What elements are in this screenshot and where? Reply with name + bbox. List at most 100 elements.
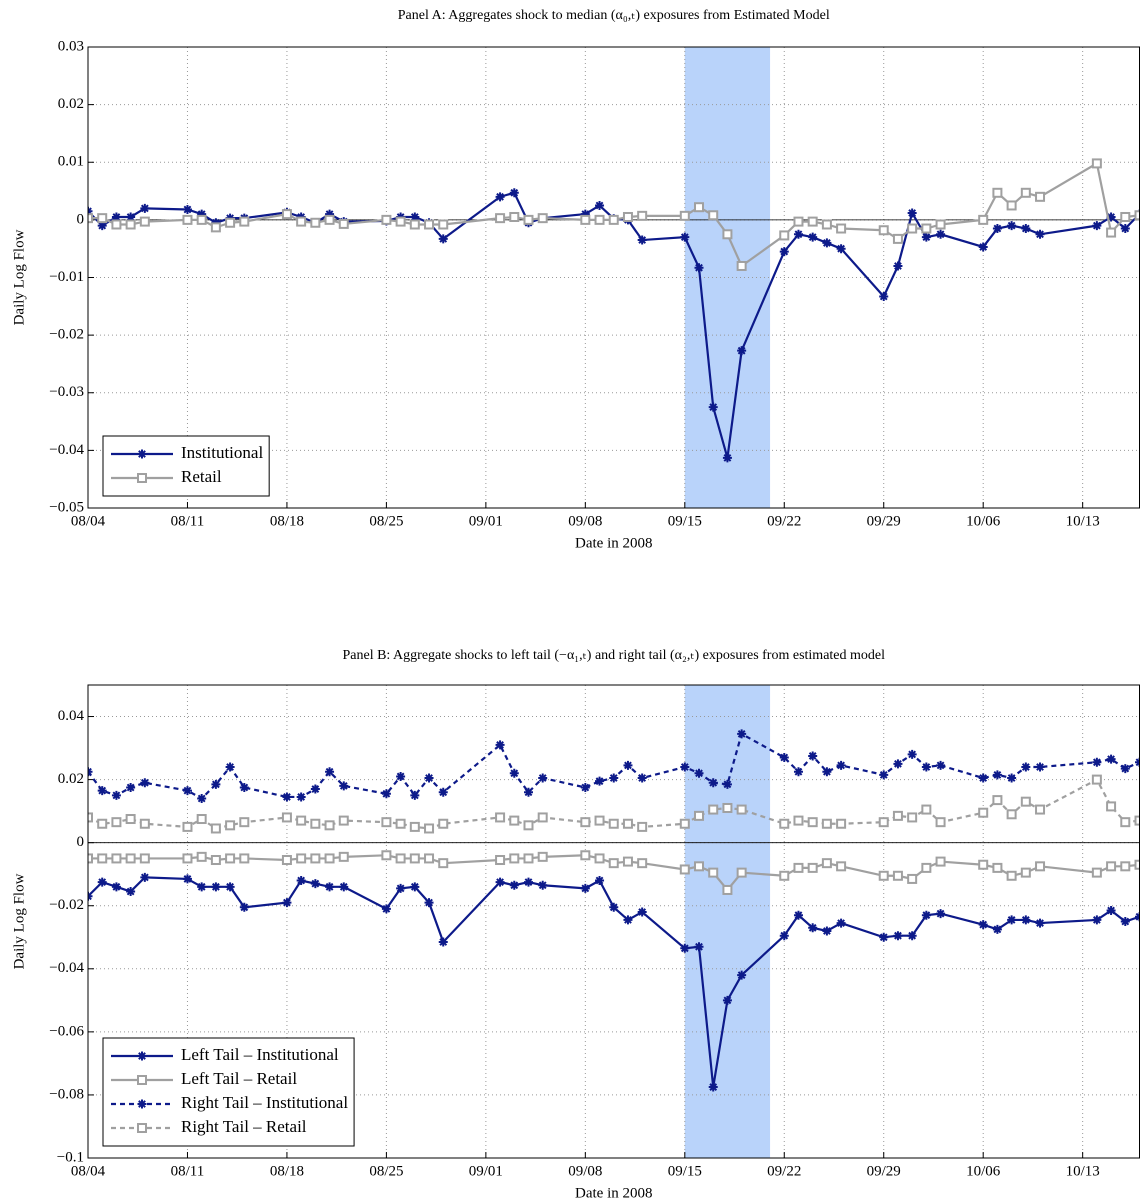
star-marker bbox=[410, 882, 420, 892]
square-marker bbox=[694, 810, 705, 821]
square-marker bbox=[395, 216, 406, 227]
square-marker bbox=[395, 853, 406, 864]
square-marker bbox=[1035, 191, 1046, 202]
square-marker bbox=[793, 216, 804, 227]
star-marker bbox=[1007, 221, 1017, 231]
star-marker bbox=[182, 205, 192, 215]
star-marker bbox=[538, 773, 548, 783]
star-marker bbox=[111, 882, 121, 892]
star-marker bbox=[126, 212, 136, 222]
square-marker bbox=[97, 853, 108, 864]
square-marker bbox=[1120, 211, 1131, 222]
star-marker bbox=[978, 242, 988, 252]
square-marker bbox=[1091, 774, 1102, 785]
series-line bbox=[88, 191, 1140, 459]
star-marker bbox=[1120, 917, 1130, 926]
square-marker bbox=[88, 213, 93, 224]
square-marker bbox=[239, 853, 250, 864]
star-marker bbox=[1092, 221, 1102, 231]
star-marker bbox=[793, 229, 803, 239]
square-marker bbox=[821, 818, 832, 829]
y-tick-label: 0.02 bbox=[58, 771, 84, 787]
star-marker bbox=[137, 1051, 147, 1061]
square-marker bbox=[296, 815, 307, 826]
star-marker bbox=[424, 898, 434, 908]
square-marker bbox=[281, 812, 292, 823]
star-marker bbox=[310, 879, 320, 889]
square-marker bbox=[807, 216, 818, 227]
x-tick-label: 10/13 bbox=[1066, 1163, 1100, 1179]
square-marker bbox=[779, 818, 790, 829]
square-marker bbox=[622, 856, 633, 867]
star-marker bbox=[523, 877, 533, 887]
star-marker bbox=[779, 931, 789, 941]
star-marker bbox=[1007, 915, 1017, 925]
star-marker bbox=[879, 292, 889, 302]
star-marker bbox=[296, 876, 306, 886]
star-marker bbox=[609, 773, 619, 783]
square-marker bbox=[722, 229, 733, 240]
star-marker bbox=[893, 261, 903, 271]
y-tick-label: −0.04 bbox=[49, 442, 84, 458]
square-marker bbox=[836, 818, 847, 829]
square-marker bbox=[139, 216, 150, 227]
star-marker bbox=[1106, 212, 1116, 222]
square-marker bbox=[424, 823, 435, 834]
star-marker bbox=[438, 787, 448, 797]
square-marker bbox=[694, 202, 705, 213]
square-marker bbox=[722, 802, 733, 813]
square-marker bbox=[608, 818, 619, 829]
square-marker bbox=[779, 870, 790, 881]
square-marker bbox=[807, 817, 818, 828]
star-marker bbox=[808, 923, 818, 933]
x-tick-label: 09/01 bbox=[469, 1163, 503, 1179]
star-marker bbox=[737, 970, 747, 980]
square-marker bbox=[381, 850, 392, 861]
square-marker bbox=[708, 867, 719, 878]
star-marker bbox=[1021, 224, 1031, 234]
star-marker bbox=[737, 346, 747, 356]
star-marker bbox=[936, 909, 946, 919]
square-marker bbox=[196, 214, 207, 225]
y-tick-label: 0.01 bbox=[58, 154, 84, 170]
square-marker bbox=[978, 859, 989, 870]
square-marker bbox=[793, 815, 804, 826]
square-marker bbox=[495, 213, 506, 224]
star-marker bbox=[580, 782, 590, 792]
x-tick-label: 09/08 bbox=[568, 1163, 602, 1179]
star-marker bbox=[97, 221, 107, 231]
star-marker bbox=[992, 924, 1002, 934]
square-marker bbox=[239, 817, 250, 828]
chart-title: Panel B: Aggregate shocks to left tail (… bbox=[342, 648, 885, 663]
square-marker bbox=[409, 821, 420, 832]
star-marker bbox=[137, 449, 147, 459]
star-marker bbox=[907, 749, 917, 759]
square-marker bbox=[210, 855, 221, 866]
star-marker bbox=[1035, 762, 1045, 772]
square-marker bbox=[1106, 861, 1117, 872]
square-marker bbox=[1091, 158, 1102, 169]
y-tick-label: 0 bbox=[77, 834, 85, 850]
star-marker bbox=[694, 768, 704, 778]
square-marker bbox=[281, 209, 292, 220]
x-tick-label: 09/15 bbox=[668, 513, 702, 529]
square-marker bbox=[1006, 809, 1017, 820]
square-marker bbox=[836, 861, 847, 872]
square-marker bbox=[1035, 804, 1046, 815]
square-marker bbox=[708, 210, 719, 221]
square-marker bbox=[125, 814, 136, 825]
star-marker bbox=[779, 247, 789, 257]
star-marker bbox=[722, 453, 732, 463]
star-marker bbox=[325, 882, 335, 892]
square-marker bbox=[921, 862, 932, 873]
square-marker bbox=[807, 862, 818, 873]
square-marker bbox=[679, 864, 690, 875]
x-tick-label: 09/29 bbox=[867, 513, 901, 529]
square-marker bbox=[608, 214, 619, 225]
square-marker bbox=[679, 210, 690, 221]
x-tick-label: 08/04 bbox=[71, 513, 106, 529]
square-marker bbox=[878, 817, 889, 828]
star-marker bbox=[381, 789, 391, 799]
legend-label: Left Tail – Institutional bbox=[181, 1045, 339, 1064]
star-marker bbox=[992, 224, 1002, 234]
